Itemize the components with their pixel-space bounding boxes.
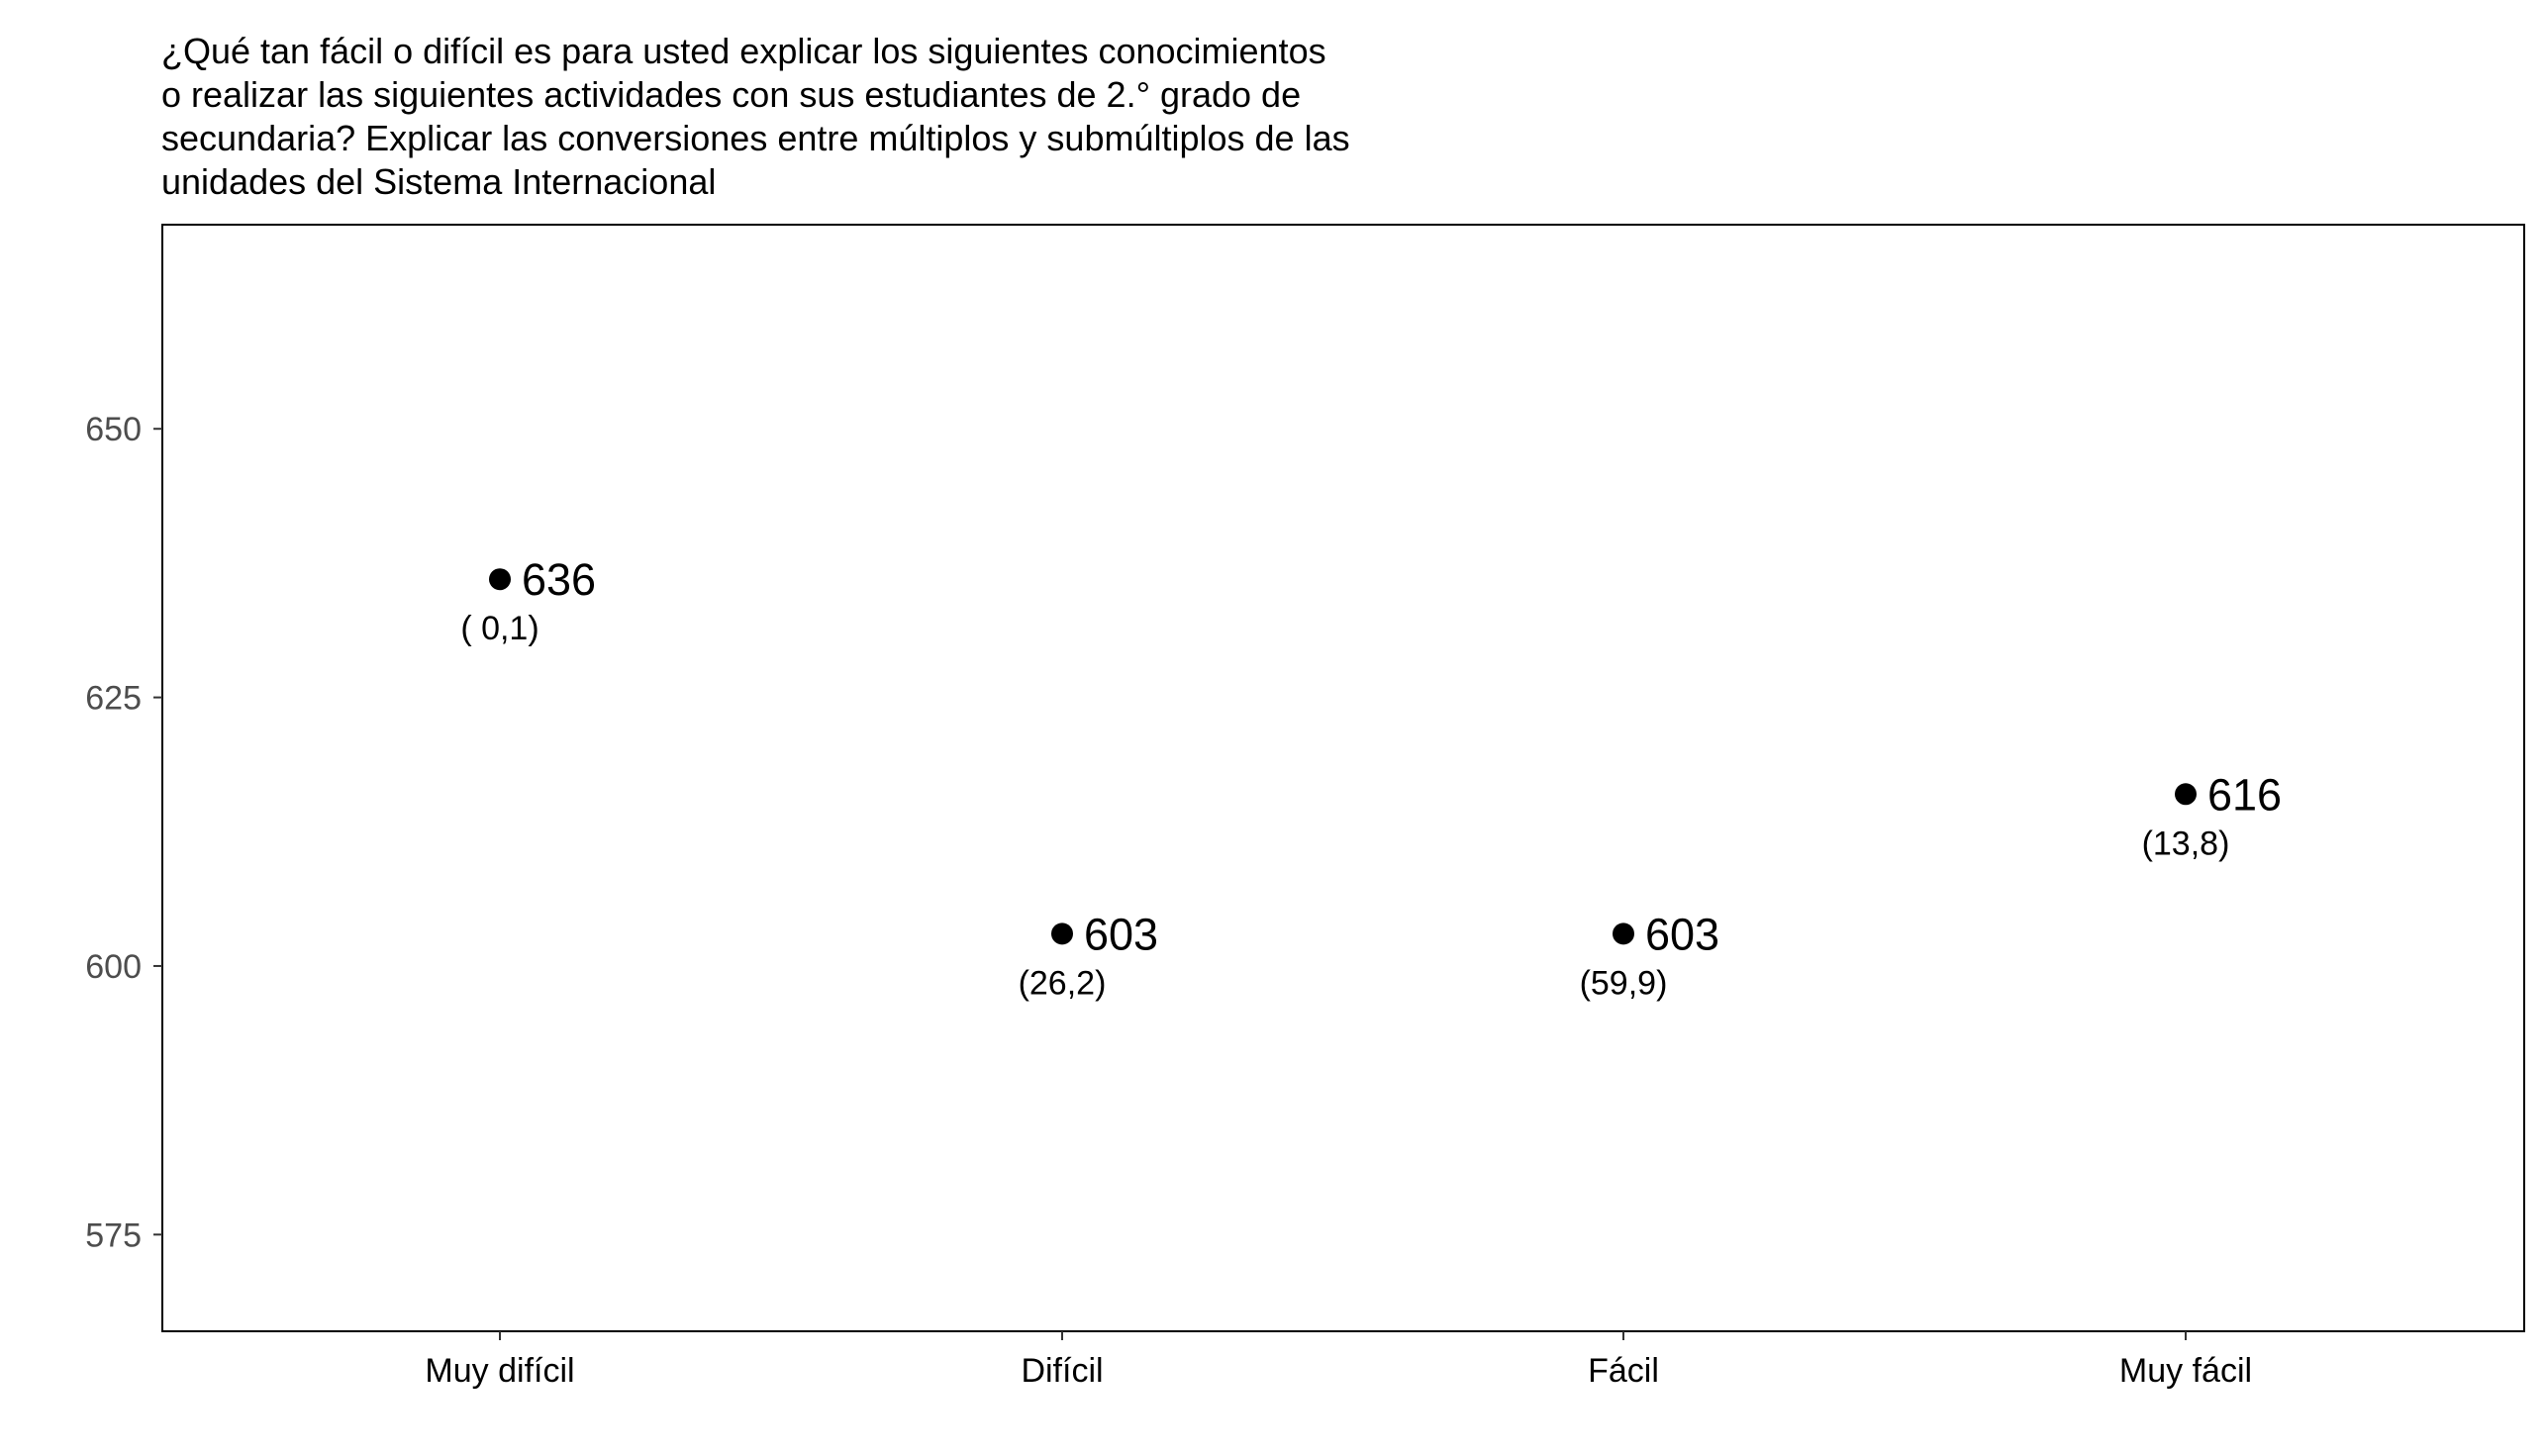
chart-title-line: secundaria? Explicar las conversiones en…: [161, 118, 1350, 158]
chart-title-line: o realizar las siguientes actividades co…: [161, 74, 1302, 115]
data-percent-label: (59,9): [1580, 964, 1668, 1002]
data-percent-label: (13,8): [2142, 825, 2230, 862]
x-tick-label: Fácil: [1588, 1352, 1659, 1390]
data-point: [1613, 922, 1634, 945]
y-axis: 575 600 625 650: [85, 411, 162, 1254]
data-value-label: 603: [1645, 909, 1719, 959]
plot-frame: [161, 224, 2525, 1332]
data-point: [489, 568, 511, 591]
y-tick-label: 625: [85, 680, 142, 718]
x-tick-label: Muy fácil: [2119, 1352, 2252, 1390]
data-value-label: 603: [1084, 909, 1158, 959]
data-points: 636 ( 0,1) 603 (26,2) 603 (59,9) 616 (13,8): [460, 554, 2282, 1002]
data-point: [1051, 922, 1073, 945]
data-percent-label: ( 0,1): [460, 610, 538, 647]
data-value-label: 636: [522, 554, 596, 605]
chart-title-line: unidades del Sistema Internacional: [161, 161, 717, 202]
y-tick-label: 575: [85, 1216, 142, 1254]
y-tick-label: 650: [85, 411, 142, 448]
x-tick-label: Difícil: [1021, 1352, 1103, 1390]
x-tick-label: Muy difícil: [425, 1352, 574, 1390]
data-percent-label: (26,2): [1019, 964, 1107, 1002]
chart-title-line: ¿Qué tan fácil o difícil es para usted e…: [161, 31, 1326, 71]
chart-title: ¿Qué tan fácil o difícil es para usted e…: [161, 30, 1646, 204]
data-value-label: 616: [2207, 769, 2282, 820]
y-tick-label: 600: [85, 948, 142, 986]
x-axis: Muy difícil Difícil Fácil Muy fácil: [425, 1331, 2252, 1390]
data-point: [2175, 783, 2197, 806]
